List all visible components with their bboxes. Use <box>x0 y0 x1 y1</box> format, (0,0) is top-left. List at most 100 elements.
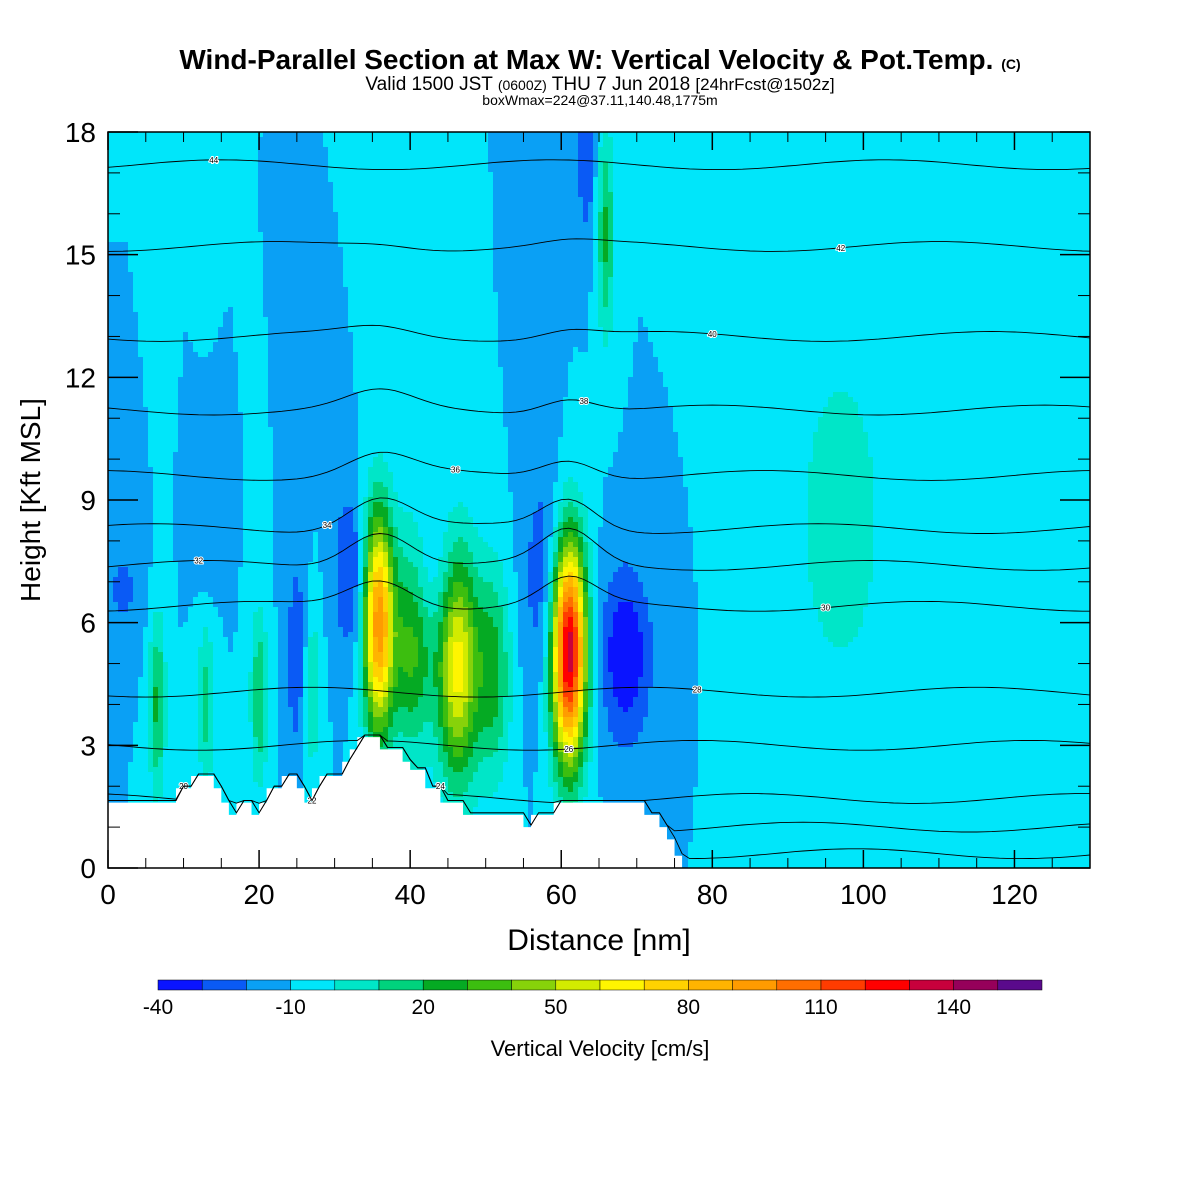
field-cell <box>568 187 574 193</box>
field-cell <box>763 162 769 168</box>
field-cell <box>503 217 509 223</box>
field-cell <box>143 207 149 213</box>
field-cell <box>693 157 699 163</box>
field-cell <box>133 182 139 188</box>
field-cell <box>408 227 414 233</box>
field-cell <box>713 172 719 178</box>
field-cell <box>768 202 774 208</box>
field-cell <box>1043 227 1049 233</box>
field-cell <box>883 197 889 203</box>
field-cell <box>793 147 799 153</box>
field-cell <box>648 172 654 178</box>
field-cell <box>478 147 484 153</box>
field-cell <box>288 177 294 183</box>
field-cell <box>628 207 634 213</box>
field-cell <box>368 177 374 183</box>
field-cell <box>368 182 374 188</box>
field-cell <box>938 167 944 173</box>
field-cell <box>883 137 889 143</box>
field-cell <box>183 222 189 228</box>
field-cell <box>593 142 599 148</box>
field-cell <box>118 227 124 233</box>
field-cell <box>473 157 479 163</box>
field-cell <box>373 227 379 233</box>
field-cell <box>448 192 454 198</box>
field-cell <box>593 222 599 228</box>
field-cell <box>683 187 689 193</box>
field-cell <box>983 227 989 233</box>
field-cell <box>153 132 159 138</box>
field-cell <box>323 227 329 233</box>
field-cell <box>863 212 869 218</box>
field-cell <box>333 212 339 218</box>
field-cell <box>918 207 924 213</box>
field-cell <box>798 137 804 143</box>
field-cell <box>223 152 229 158</box>
field-cell <box>528 177 534 183</box>
field-cell <box>458 192 464 198</box>
field-cell <box>233 167 239 173</box>
field-cell <box>788 187 794 193</box>
field-cell <box>668 247 674 253</box>
field-cell <box>913 212 919 218</box>
field-cell <box>798 207 804 213</box>
field-cell <box>338 152 344 158</box>
field-cell <box>863 242 869 248</box>
field-cell <box>788 132 794 138</box>
field-cell <box>258 187 264 193</box>
field-cell <box>848 212 854 218</box>
field-cell <box>478 152 484 158</box>
field-cell <box>133 212 139 218</box>
field-cell <box>843 227 849 233</box>
field-cell <box>258 207 264 213</box>
field-cell <box>803 177 809 183</box>
field-cell <box>893 132 899 138</box>
field-cell <box>198 142 204 148</box>
field-cell <box>1083 232 1089 238</box>
field-cell <box>983 137 989 143</box>
field-cell <box>223 227 229 233</box>
field-cell <box>453 162 459 168</box>
field-cell <box>603 142 609 148</box>
field-cell <box>948 147 954 153</box>
field-cell <box>448 247 454 253</box>
field-cell <box>738 192 744 198</box>
field-cell <box>598 217 604 223</box>
field-cell <box>853 177 859 183</box>
field-cell <box>153 222 159 228</box>
field-cell <box>583 162 589 168</box>
field-cell <box>133 237 139 243</box>
field-cell <box>263 222 269 228</box>
field-cell <box>1023 132 1029 138</box>
field-cell <box>118 247 124 253</box>
field-cell <box>993 167 999 173</box>
field-cell <box>318 222 324 228</box>
field-cell <box>888 167 894 173</box>
field-cell <box>1028 157 1034 163</box>
field-cell <box>868 192 874 198</box>
field-cell <box>1018 142 1024 148</box>
field-cell <box>688 187 694 193</box>
field-cell <box>678 177 684 183</box>
field-cell <box>1008 177 1014 183</box>
field-cell <box>673 227 679 233</box>
field-cell <box>713 152 719 158</box>
field-cell <box>163 232 169 238</box>
field-cell <box>533 222 539 228</box>
field-cell <box>793 237 799 243</box>
field-cell <box>198 217 204 223</box>
field-cell <box>253 147 259 153</box>
field-cell <box>513 132 519 138</box>
field-cell <box>828 142 834 148</box>
field-cell <box>508 217 514 223</box>
field-cell <box>903 227 909 233</box>
field-cell <box>788 242 794 248</box>
field-cell <box>1003 142 1009 148</box>
field-cell <box>433 137 439 143</box>
field-cell <box>463 152 469 158</box>
field-cell <box>723 197 729 203</box>
field-cell <box>883 242 889 248</box>
field-cell <box>708 182 714 188</box>
field-cell <box>213 137 219 143</box>
field-cell <box>693 222 699 228</box>
